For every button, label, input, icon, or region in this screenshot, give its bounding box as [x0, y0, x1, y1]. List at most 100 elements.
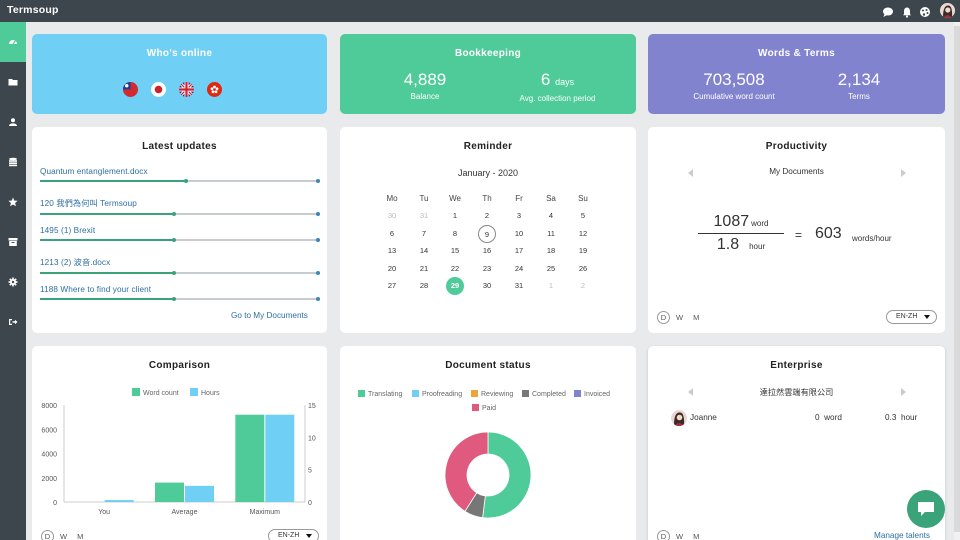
- next-arrow-icon[interactable]: [901, 169, 906, 177]
- calendar-day[interactable]: 23: [482, 263, 492, 273]
- document-link[interactable]: 1188 Where to find your client: [40, 285, 152, 294]
- calendar-day[interactable]: 13: [387, 246, 397, 256]
- support-chat-button[interactable]: [907, 490, 945, 528]
- bar-word-count[interactable]: [155, 482, 184, 502]
- slice-translating[interactable]: [482, 431, 532, 519]
- period-month-button[interactable]: M: [77, 532, 84, 540]
- calendar-day[interactable]: 8: [452, 228, 458, 238]
- period-month-button[interactable]: M: [693, 313, 700, 322]
- calendar-day[interactable]: 19: [578, 246, 588, 256]
- period-week-button[interactable]: W: [60, 532, 68, 540]
- calendar-day[interactable]: 21: [419, 263, 429, 273]
- calendar-day[interactable]: 31: [514, 281, 524, 291]
- calendar-day[interactable]: 25: [546, 263, 556, 273]
- prev-arrow-icon[interactable]: [688, 169, 693, 177]
- calendar-day[interactable]: 2: [484, 211, 490, 220]
- bar-hours[interactable]: [185, 485, 214, 502]
- slice-paid[interactable]: [444, 431, 489, 512]
- document-link[interactable]: Quantum entanglement.docx: [40, 167, 148, 176]
- period-month-button[interactable]: M: [693, 532, 700, 540]
- legend-item[interactable]: Reviewing: [471, 390, 513, 398]
- manage-talents-link[interactable]: Manage talents: [874, 531, 930, 540]
- bell-icon[interactable]: [901, 5, 913, 18]
- calendar-day[interactable]: 24: [514, 263, 524, 273]
- sidebar-item-favorites[interactable]: [0, 182, 26, 222]
- calendar-day[interactable]: 30: [482, 281, 492, 291]
- scrollbar-thumb[interactable]: [954, 26, 960, 532]
- sidebar-item-termbase[interactable]: [0, 142, 26, 182]
- calendar-day[interactable]: 12: [578, 228, 588, 238]
- cumulative-stat[interactable]: 703,508 Cumulative word count: [678, 70, 790, 101]
- prev-arrow-icon[interactable]: [688, 388, 693, 396]
- balance-stat[interactable]: 4,889 Balance: [375, 70, 475, 101]
- calendar-day[interactable]: 9: [478, 224, 496, 243]
- list-item[interactable]: 120 我們為何叫 Termsoup: [40, 197, 320, 216]
- legend-item[interactable]: Invoiced: [574, 390, 610, 398]
- sidebar-item-logout[interactable]: [0, 302, 26, 342]
- legend-label[interactable]: Hours: [201, 390, 220, 397]
- collection-label: Avg. collection period: [519, 94, 596, 103]
- calendar-day[interactable]: 5: [580, 211, 586, 220]
- avatar[interactable]: [671, 410, 687, 426]
- calendar-day[interactable]: 3: [516, 211, 522, 220]
- sidebar-item-documents[interactable]: [0, 62, 26, 102]
- page-scrollbar[interactable]: [954, 22, 960, 540]
- legend-label[interactable]: Word count: [143, 390, 179, 397]
- terms-stat[interactable]: 2,134 Terms: [818, 70, 900, 101]
- calendar-day[interactable]: 4: [548, 211, 554, 220]
- calendar-day[interactable]: 30: [387, 211, 397, 220]
- calendar-day[interactable]: 26: [578, 263, 588, 273]
- bar-hours[interactable]: [104, 500, 134, 502]
- calendar-day[interactable]: 10: [514, 228, 524, 238]
- calendar-day[interactable]: 17: [514, 246, 524, 256]
- calendar-day[interactable]: 14: [419, 246, 429, 256]
- sidebar-item-talents[interactable]: [0, 102, 26, 142]
- list-item[interactable]: Quantum entanglement.docx: [40, 167, 320, 183]
- period-week-button[interactable]: W: [676, 313, 684, 322]
- palette-icon[interactable]: [919, 5, 931, 17]
- calendar-day[interactable]: 28: [419, 281, 429, 291]
- calendar-day[interactable]: 18: [546, 246, 556, 256]
- calendar-day[interactable]: 11: [547, 228, 555, 238]
- list-item[interactable]: 1213 (2) 波音.docx: [40, 256, 320, 275]
- legend-item[interactable]: Proofreading: [412, 390, 462, 398]
- calendar-month[interactable]: January - 2020: [457, 168, 519, 178]
- period-day-button[interactable]: D: [657, 530, 670, 540]
- list-item[interactable]: 1188 Where to find your client: [40, 285, 320, 301]
- user-avatar[interactable]: [940, 3, 955, 18]
- calendar-day[interactable]: 31: [419, 211, 429, 220]
- calendar-day[interactable]: 2: [580, 281, 586, 291]
- list-item[interactable]: 1495 (1) Brexit: [40, 226, 320, 242]
- document-link[interactable]: 1495 (1) Brexit: [40, 226, 96, 235]
- language-pair-select[interactable]: EN-ZH: [268, 529, 319, 540]
- document-link[interactable]: 120 我們為何叫 Termsoup: [40, 198, 137, 208]
- calendar-day[interactable]: 27: [387, 281, 397, 291]
- go-to-documents-link[interactable]: Go to My Documents: [231, 311, 308, 320]
- calendar-day[interactable]: 1: [548, 281, 554, 291]
- calendar-day[interactable]: 6: [389, 228, 395, 238]
- document-link[interactable]: 1213 (2) 波音.docx: [40, 257, 111, 267]
- bar-word-count[interactable]: [235, 414, 265, 502]
- period-week-button[interactable]: W: [676, 532, 684, 540]
- calendar-day[interactable]: 22: [450, 263, 460, 273]
- calendar-day[interactable]: 7: [421, 228, 427, 238]
- language-pair-select[interactable]: EN-ZH: [886, 310, 937, 324]
- bar-hours[interactable]: [265, 414, 295, 502]
- next-arrow-icon[interactable]: [901, 388, 906, 396]
- calendar-day[interactable]: 1: [452, 211, 458, 220]
- collection-stat[interactable]: 6 days Avg. collection period: [500, 70, 615, 103]
- sidebar-item-settings[interactable]: [0, 262, 26, 302]
- legend-item[interactable]: Translating: [358, 390, 402, 398]
- period-day-button[interactable]: D: [657, 311, 670, 324]
- calendar-day[interactable]: 20: [387, 263, 397, 273]
- period-day-button[interactable]: D: [41, 530, 54, 540]
- chat-icon[interactable]: [882, 5, 894, 17]
- member-name[interactable]: Joanne: [690, 413, 717, 422]
- calendar-day[interactable]: 29: [446, 277, 464, 296]
- sidebar-item-archive[interactable]: [0, 222, 26, 262]
- calendar-day[interactable]: 16: [482, 246, 492, 256]
- legend-item[interactable]: Completed: [522, 390, 566, 398]
- sidebar-item-dashboard[interactable]: [0, 22, 26, 62]
- calendar-day[interactable]: 15: [450, 246, 460, 256]
- legend-item[interactable]: Paid: [472, 404, 496, 412]
